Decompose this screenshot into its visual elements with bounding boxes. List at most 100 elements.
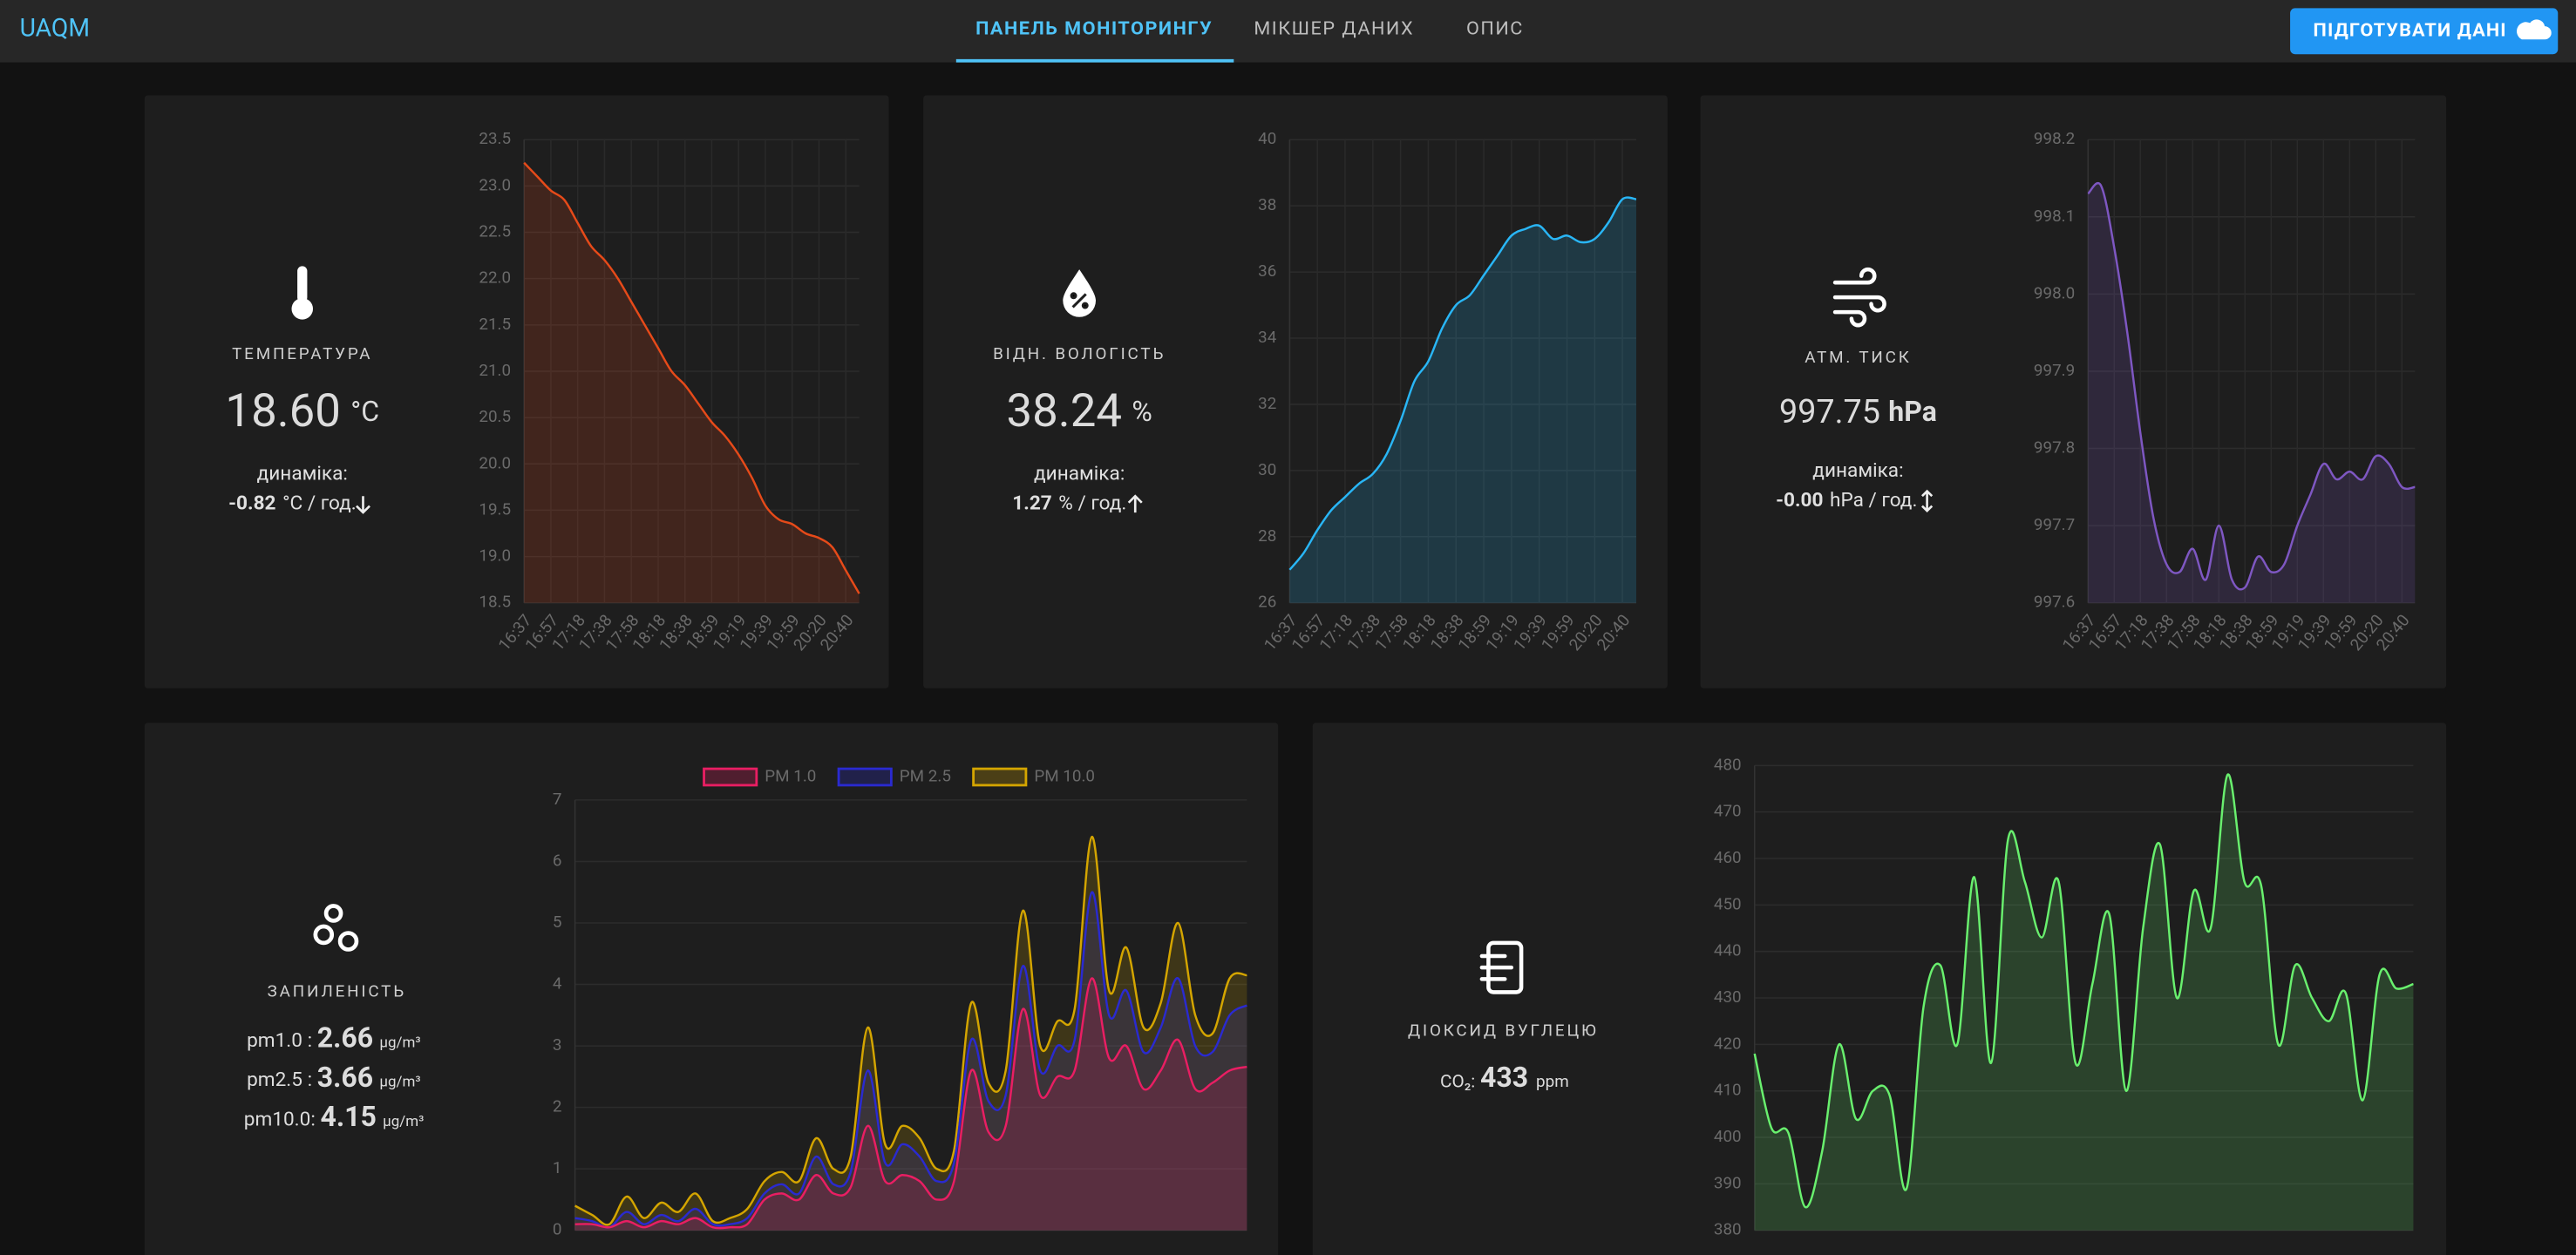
reading-unit: μg/m³ <box>379 1034 420 1051</box>
y-tick-label: 410 <box>1714 1081 1742 1100</box>
legend-swatch <box>703 767 758 787</box>
y-tick-label: 4 <box>553 974 562 994</box>
value: 997.75 <box>1779 393 1880 431</box>
metric-label: ТЕМПЕРАТУРА <box>232 344 372 363</box>
dynamics-value: 1.27 <box>1012 492 1051 515</box>
reading-value: 3.66 <box>317 1061 373 1094</box>
tab[interactable]: ПАНЕЛЬ МОНІТОРИНГУ <box>975 18 1213 40</box>
area-fill <box>574 892 1247 1231</box>
tab[interactable]: МІКШЕР ДАНИХ <box>1254 18 1414 40</box>
y-tick-label: 998.2 <box>2034 129 2075 148</box>
metric-value: 997.75 hPa <box>1779 393 1937 431</box>
y-tick-label: 0 <box>553 1220 562 1239</box>
reading-value: 4.15 <box>320 1100 376 1133</box>
metric-value: 38.24% <box>1007 383 1152 438</box>
arrow-both <box>1921 489 1934 513</box>
y-tick-label: 480 <box>1714 755 1742 774</box>
y-tick-label: 34 <box>1258 328 1277 347</box>
y-tick-label: 997.8 <box>2034 438 2075 458</box>
reading-name: CO₂: <box>1440 1072 1475 1093</box>
y-tick-label: 18.5 <box>479 593 511 612</box>
line <box>1753 773 2414 1209</box>
percent-mark <box>1070 292 1089 309</box>
value: 18.60 <box>225 383 341 438</box>
brand[interactable]: UAQM <box>20 13 90 42</box>
y-tick-label: 20.0 <box>479 453 511 472</box>
dynamics: -0.00 hPa / год. <box>1776 488 1917 512</box>
dynamics: 1.27 % / год. <box>1012 492 1126 515</box>
reading-value: 433 <box>1480 1061 1528 1094</box>
dynamics-label: динаміка: <box>257 462 348 485</box>
reading-unit: μg/m³ <box>383 1113 424 1130</box>
reading-name: pm1.0 : <box>247 1028 312 1052</box>
unit: % <box>1132 395 1152 428</box>
dynamics-unit: hPa / год. <box>1830 488 1917 512</box>
y-tick-label: 6 <box>553 851 562 870</box>
y-tick-label: 470 <box>1714 802 1742 821</box>
y-tick-label: 20.5 <box>479 407 511 426</box>
unit: hPa <box>1888 395 1937 428</box>
y-tick-label: 440 <box>1714 941 1742 960</box>
y-tick-label: 430 <box>1714 987 1742 1007</box>
y-tick-label: 400 <box>1714 1127 1742 1146</box>
unit: °C <box>350 395 379 428</box>
metric-label: ВІДН. ВОЛОГІСТЬ <box>993 344 1166 363</box>
co2-icon <box>1479 940 1524 994</box>
card <box>144 722 1279 1255</box>
legend-label: PM 10.0 <box>1034 767 1095 786</box>
dust-icon <box>313 904 359 952</box>
reading-unit: ppm <box>1536 1072 1569 1091</box>
card <box>144 95 889 689</box>
arrow-down <box>356 496 370 514</box>
area-fill <box>574 978 1247 1231</box>
y-tick-label: 997.7 <box>2034 515 2075 534</box>
y-tick-label: 23.0 <box>479 175 511 194</box>
y-tick-label: 32 <box>1258 394 1276 413</box>
area-fill <box>524 162 860 603</box>
legend-swatch <box>972 767 1028 787</box>
y-tick-label: 998.1 <box>2034 207 2075 226</box>
reading-name: pm2.5 : <box>247 1068 312 1091</box>
y-tick-label: 19.0 <box>479 546 511 566</box>
line <box>574 891 1247 1229</box>
button-label[interactable]: ПІДГОТУВАТИ ДАНІ <box>2314 20 2507 42</box>
area-fill <box>2088 183 2416 603</box>
y-tick-label: 380 <box>1714 1220 1742 1239</box>
legend-label: PM 2.5 <box>900 767 951 786</box>
y-tick-label: 1 <box>553 1158 562 1177</box>
y-tick-label: 450 <box>1714 894 1742 913</box>
y-tick-label: 460 <box>1714 848 1742 867</box>
y-tick-label: 23.5 <box>479 129 511 148</box>
y-tick-label: 998.0 <box>2034 283 2075 302</box>
y-tick-label: 997.9 <box>2034 361 2075 380</box>
card <box>923 95 1668 689</box>
y-tick-label: 7 <box>553 790 562 809</box>
metric-label: ДІОКСИД ВУГЛЕЦЮ <box>1408 1021 1599 1041</box>
y-tick-label: 22.5 <box>479 221 511 241</box>
legend-label: PM 1.0 <box>765 767 816 786</box>
area-fill <box>574 837 1247 1231</box>
dynamics-label: динаміка: <box>1034 462 1125 485</box>
legend-swatch <box>837 767 893 787</box>
line <box>574 835 1247 1226</box>
y-tick-label: 390 <box>1714 1173 1742 1192</box>
y-tick-label: 30 <box>1258 460 1276 479</box>
y-tick-label: 40 <box>1258 129 1276 148</box>
y-tick-label: 21.0 <box>479 361 511 380</box>
y-tick-label: 3 <box>553 1035 562 1055</box>
wind-icon <box>1832 267 1886 328</box>
area-fill <box>1289 197 1637 603</box>
dynamics-value: -0.00 <box>1776 488 1823 512</box>
arrow-up <box>1127 494 1143 513</box>
reading-value: 2.66 <box>317 1021 373 1055</box>
prepare-button[interactable] <box>2290 8 2559 55</box>
reading-name: pm10.0: <box>244 1107 316 1130</box>
y-tick-label: 997.6 <box>2034 593 2075 612</box>
y-tick-label: 38 <box>1258 195 1276 214</box>
metric-label: АТМ. ТИСК <box>1805 348 1911 367</box>
y-tick-label: 2 <box>553 1097 562 1116</box>
y-tick-label: 22.0 <box>479 268 511 288</box>
y-tick-label: 36 <box>1258 261 1276 281</box>
navbar <box>0 0 2576 63</box>
tab[interactable]: ОПИС <box>1466 18 1524 40</box>
